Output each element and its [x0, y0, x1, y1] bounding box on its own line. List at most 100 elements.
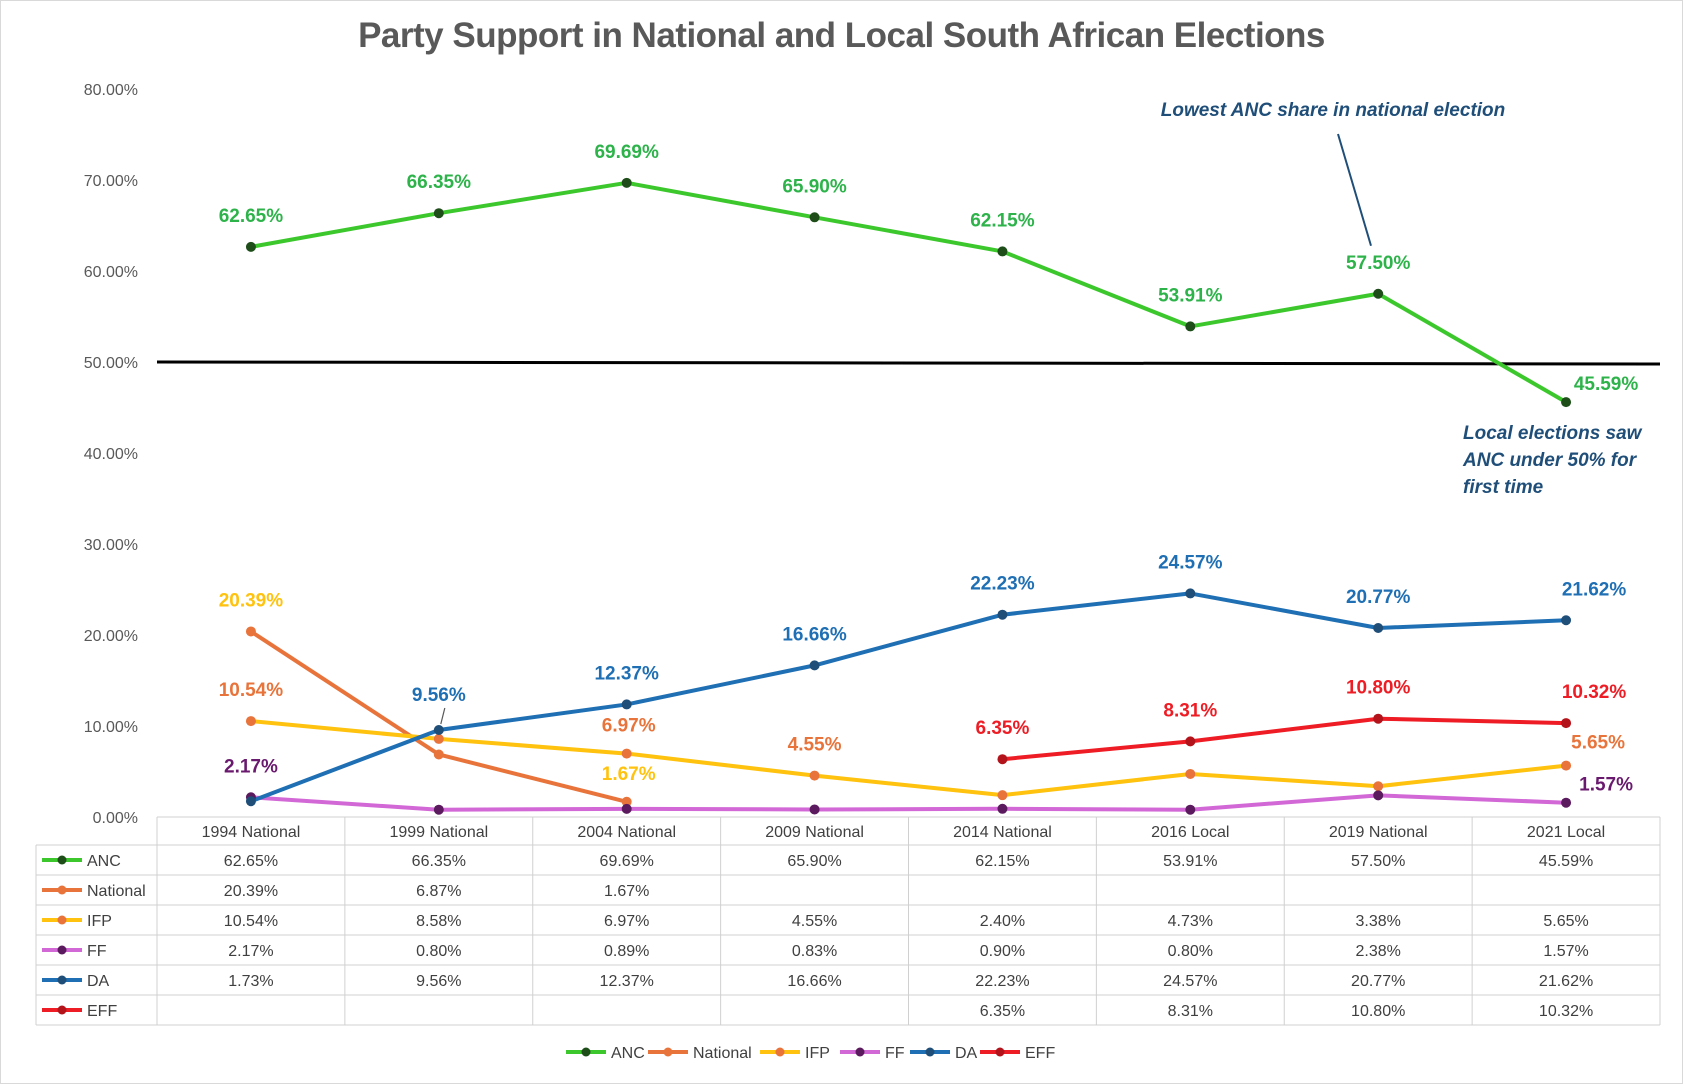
legend-key-marker — [925, 1047, 935, 1057]
point-anc — [1373, 288, 1384, 299]
table-cell: 6.97% — [604, 913, 649, 930]
table-cell: 0.90% — [980, 943, 1025, 960]
table-category-header: 2016 Local — [1151, 824, 1229, 841]
label-leader-line — [440, 707, 446, 725]
point-ff — [1561, 797, 1572, 808]
table-cell: 2.38% — [1356, 943, 1401, 960]
y-tick-label: 40.00% — [84, 446, 138, 463]
data-label: 69.69% — [594, 142, 659, 163]
table-cell: 62.15% — [975, 853, 1029, 870]
point-eff — [1373, 713, 1384, 724]
series-markers — [245, 177, 1572, 815]
table-legend-key-marker — [57, 855, 67, 865]
point-anc — [1561, 397, 1572, 408]
point-da — [997, 609, 1008, 620]
point-eff — [997, 754, 1008, 765]
table-category-header: 2009 National — [765, 824, 864, 841]
series-line-national — [249, 629, 628, 804]
y-tick-label: 10.00% — [84, 719, 138, 736]
annotation-local-elections: first time — [1463, 477, 1544, 498]
data-label: 24.57% — [1158, 552, 1223, 573]
data-label: 45.59% — [1574, 374, 1639, 395]
data-labels: 62.65% 66.35% 69.69% 65.90% 62.15% 53.91% 57.5… — [219, 142, 1639, 796]
table-cell: 1.57% — [1543, 943, 1588, 960]
data-label: 8.31% — [1163, 700, 1217, 721]
y-tick-label: 80.00% — [84, 82, 138, 99]
annotation-local-elections: ANC under 50% for — [1462, 450, 1638, 471]
table-cell: 5.65% — [1543, 913, 1588, 930]
y-tick-label: 0.00% — [93, 810, 138, 827]
data-label: 2.17% — [224, 756, 278, 777]
point-ifp — [621, 748, 632, 759]
point-da — [809, 660, 820, 671]
point-eff — [1561, 718, 1572, 729]
data-label: 10.80% — [1346, 678, 1411, 699]
data-label: 9.56% — [412, 685, 466, 706]
annotation-local-elections: Local elections saw — [1463, 423, 1643, 444]
point-anc — [1185, 321, 1196, 332]
data-label: 22.23% — [970, 574, 1035, 595]
table-series-name: National — [87, 883, 146, 900]
y-tick-label: 70.00% — [84, 173, 138, 190]
table-cell: 0.83% — [792, 943, 837, 960]
table-legend-key-marker — [57, 975, 67, 985]
point-ff — [1185, 804, 1196, 815]
chart-title: Party Support in National and Local Sout… — [358, 16, 1325, 55]
data-label: 1.67% — [602, 764, 656, 785]
point-ff — [1373, 790, 1384, 801]
table-legend-key-marker — [57, 915, 67, 925]
y-tick-label: 20.00% — [84, 628, 138, 645]
point-da — [1373, 622, 1384, 633]
data-label: 5.65% — [1571, 733, 1625, 754]
data-label: 10.54% — [219, 680, 284, 701]
table-cell: 57.50% — [1351, 853, 1405, 870]
table-cell: 0.80% — [1168, 943, 1213, 960]
data-label: 16.66% — [782, 624, 847, 645]
data-label: 1.57% — [1579, 775, 1633, 796]
point-ff — [621, 803, 632, 814]
legend-label-eff: EFF — [1025, 1045, 1055, 1062]
table-series-name: IFP — [87, 913, 112, 930]
table-cell: 3.38% — [1356, 913, 1401, 930]
point-ifp — [809, 770, 820, 781]
table-cell: 0.89% — [604, 943, 649, 960]
table-cell: 62.65% — [224, 853, 278, 870]
point-da — [621, 699, 632, 710]
table-cell: 10.80% — [1351, 1003, 1405, 1020]
annotations: Lowest ANC share in national election Loc… — [1161, 100, 1643, 498]
table-cell: 0.80% — [416, 943, 461, 960]
legend: ANC National IFP FF DA EFF — [566, 1045, 1055, 1062]
table-cell: 12.37% — [600, 973, 654, 990]
data-label: 6.97% — [602, 716, 656, 737]
table-cell: 8.58% — [416, 913, 461, 930]
data-label: 4.55% — [788, 735, 842, 756]
table-cell: 10.54% — [224, 913, 278, 930]
point-eff — [1185, 736, 1196, 747]
legend-label-da: DA — [955, 1045, 978, 1062]
legend-key-marker — [995, 1047, 1005, 1057]
fifty-percent-line — [156, 360, 1661, 366]
point-anc — [433, 208, 444, 219]
data-label: 12.37% — [594, 663, 659, 684]
data-label: 66.35% — [407, 172, 472, 193]
point-ifp — [433, 733, 444, 744]
table-category-header: 1999 National — [389, 824, 488, 841]
table-cell: 22.23% — [975, 973, 1029, 990]
table-cell: 2.40% — [980, 913, 1025, 930]
data-label: 62.65% — [219, 206, 284, 227]
point-ff — [809, 804, 820, 815]
data-label: 65.90% — [782, 176, 847, 197]
data-label: 21.62% — [1562, 579, 1627, 600]
legend-label-ff: FF — [885, 1045, 905, 1062]
reference-line-50 — [156, 360, 1661, 366]
table-cell: 69.69% — [600, 853, 654, 870]
point-national — [245, 626, 256, 637]
table-cell: 6.35% — [980, 1003, 1025, 1020]
table-cell: 45.59% — [1539, 853, 1593, 870]
legend-key-marker — [663, 1047, 673, 1057]
table-cell: 6.87% — [416, 883, 461, 900]
series-line-ifp — [250, 719, 1567, 798]
series-line-eff — [1002, 716, 1567, 762]
point-da — [433, 725, 444, 736]
